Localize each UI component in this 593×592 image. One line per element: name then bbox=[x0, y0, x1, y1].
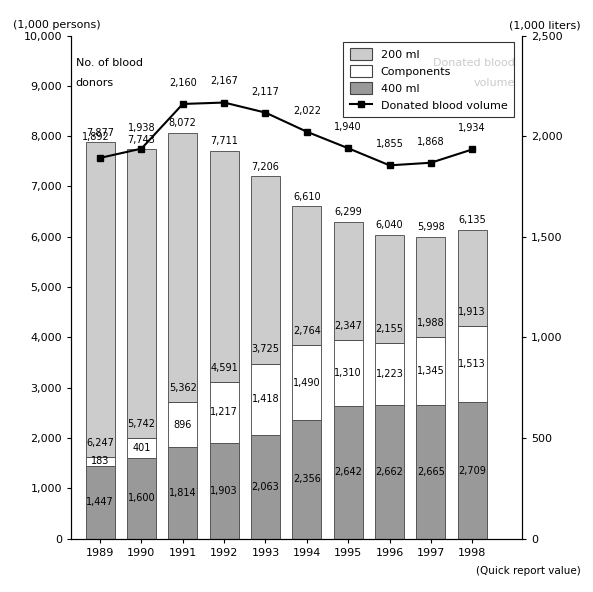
Legend: 200 ml, Components, 400 ml, Donated blood volume: 200 ml, Components, 400 ml, Donated bloo… bbox=[343, 41, 514, 117]
Bar bbox=[334, 340, 363, 406]
Text: (1,000 persons): (1,000 persons) bbox=[12, 21, 100, 30]
Text: (Quick report value): (Quick report value) bbox=[476, 567, 581, 577]
Text: 7,711: 7,711 bbox=[210, 136, 238, 146]
Text: 6,299: 6,299 bbox=[334, 207, 362, 217]
Text: 183: 183 bbox=[91, 456, 109, 466]
Text: 1,938: 1,938 bbox=[127, 123, 155, 133]
Text: 6,610: 6,610 bbox=[293, 192, 321, 201]
Text: 3,725: 3,725 bbox=[251, 345, 279, 355]
Text: 401: 401 bbox=[132, 443, 151, 453]
Bar bbox=[251, 435, 280, 539]
Text: 6,040: 6,040 bbox=[376, 220, 403, 230]
Text: 1,892: 1,892 bbox=[82, 132, 110, 142]
Text: 2,356: 2,356 bbox=[293, 474, 321, 484]
Bar bbox=[292, 345, 321, 420]
Text: 6,135: 6,135 bbox=[458, 215, 486, 226]
Text: (1,000 liters): (1,000 liters) bbox=[509, 21, 581, 30]
Text: 1,855: 1,855 bbox=[375, 139, 403, 149]
Bar bbox=[251, 176, 280, 363]
Bar bbox=[251, 363, 280, 435]
Bar bbox=[334, 222, 363, 340]
Text: 1,345: 1,345 bbox=[417, 366, 445, 376]
Text: 1,447: 1,447 bbox=[86, 497, 114, 507]
Text: 2,642: 2,642 bbox=[334, 467, 362, 477]
Text: 2,063: 2,063 bbox=[251, 482, 279, 492]
Text: 1,513: 1,513 bbox=[458, 359, 486, 369]
Text: 5,998: 5,998 bbox=[417, 223, 445, 233]
Text: 2,709: 2,709 bbox=[458, 465, 486, 475]
Bar bbox=[458, 403, 487, 539]
Bar bbox=[416, 237, 445, 337]
Text: 1,310: 1,310 bbox=[334, 368, 362, 378]
Text: 1,913: 1,913 bbox=[458, 307, 486, 317]
Text: 7,743: 7,743 bbox=[127, 134, 155, 144]
Text: 1,418: 1,418 bbox=[251, 394, 279, 404]
Text: 7,206: 7,206 bbox=[251, 162, 279, 172]
Bar bbox=[375, 235, 404, 343]
Text: 1,217: 1,217 bbox=[210, 407, 238, 417]
Text: No. of blood: No. of blood bbox=[76, 58, 143, 68]
Text: Donated blood: Donated blood bbox=[433, 58, 515, 68]
Bar bbox=[458, 230, 487, 326]
Bar bbox=[292, 206, 321, 345]
Text: 7,877: 7,877 bbox=[86, 128, 114, 138]
Bar bbox=[85, 142, 114, 456]
Bar bbox=[210, 151, 238, 382]
Bar bbox=[127, 149, 156, 438]
Bar bbox=[168, 403, 197, 448]
Text: 1,934: 1,934 bbox=[458, 123, 486, 133]
Text: 1,223: 1,223 bbox=[375, 369, 403, 379]
Text: 1,940: 1,940 bbox=[334, 122, 362, 132]
Text: 2,160: 2,160 bbox=[169, 78, 197, 88]
Text: 2,347: 2,347 bbox=[334, 321, 362, 331]
Bar bbox=[168, 448, 197, 539]
Text: 6,247: 6,247 bbox=[86, 437, 114, 448]
Text: 5,362: 5,362 bbox=[169, 383, 197, 393]
Bar bbox=[292, 420, 321, 539]
Text: 2,117: 2,117 bbox=[251, 86, 279, 96]
Bar bbox=[416, 337, 445, 404]
Bar bbox=[375, 405, 404, 539]
Text: 1,490: 1,490 bbox=[293, 378, 321, 388]
Bar bbox=[210, 443, 238, 539]
Text: 8,072: 8,072 bbox=[169, 118, 197, 128]
Bar bbox=[334, 406, 363, 539]
Text: 1,600: 1,600 bbox=[127, 494, 155, 503]
Bar bbox=[127, 438, 156, 458]
Text: 1,903: 1,903 bbox=[211, 486, 238, 496]
Text: 2,022: 2,022 bbox=[293, 105, 321, 115]
Bar bbox=[458, 326, 487, 403]
Text: 2,764: 2,764 bbox=[293, 326, 321, 336]
Text: 1,988: 1,988 bbox=[417, 318, 445, 328]
Text: 4,591: 4,591 bbox=[211, 363, 238, 373]
Bar bbox=[416, 404, 445, 539]
Bar bbox=[127, 458, 156, 539]
Text: 5,742: 5,742 bbox=[127, 419, 155, 429]
Bar bbox=[210, 382, 238, 443]
Text: 896: 896 bbox=[174, 420, 192, 430]
Text: 2,665: 2,665 bbox=[417, 466, 445, 477]
Bar bbox=[85, 456, 114, 466]
Text: 2,662: 2,662 bbox=[375, 466, 403, 477]
Text: 1,868: 1,868 bbox=[417, 137, 445, 147]
Bar bbox=[375, 343, 404, 405]
Text: 2,167: 2,167 bbox=[210, 76, 238, 86]
Text: volume: volume bbox=[474, 78, 515, 88]
Bar bbox=[168, 133, 197, 403]
Text: donors: donors bbox=[76, 78, 114, 88]
Text: 2,155: 2,155 bbox=[375, 324, 403, 334]
Bar bbox=[85, 466, 114, 539]
Text: 1,814: 1,814 bbox=[169, 488, 197, 498]
